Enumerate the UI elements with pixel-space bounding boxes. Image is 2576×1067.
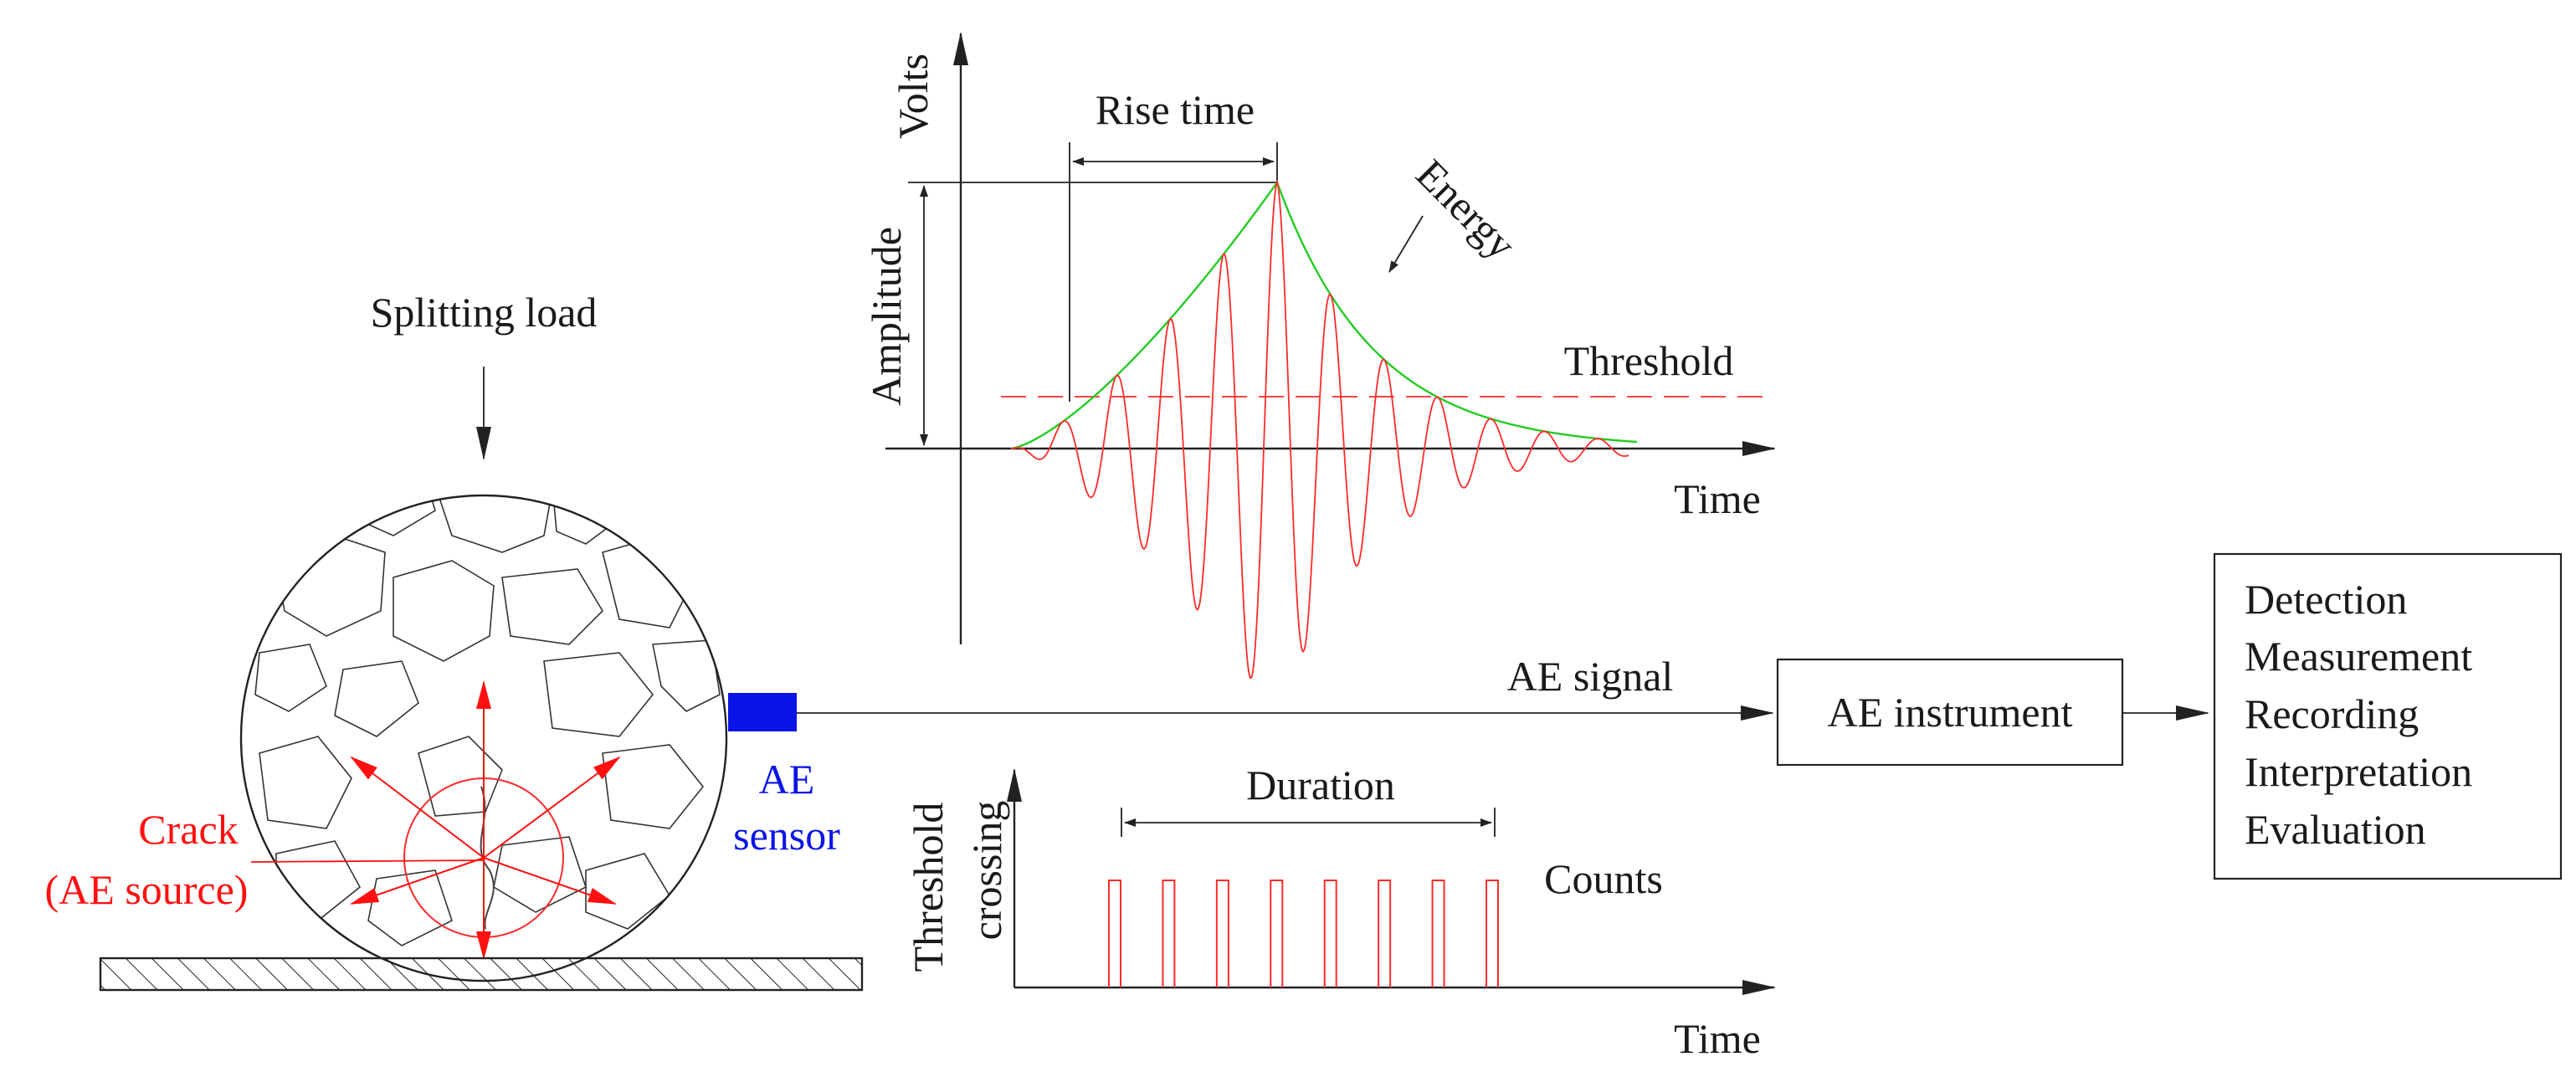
ae-sensor: AE sensor (728, 693, 840, 859)
ae-sensor-block (728, 693, 797, 731)
threshold-crossing-label-sub: crossing (963, 801, 1010, 941)
ae-instrument-label: AE instrument (1827, 689, 2072, 736)
aggregate-grains (254, 495, 721, 946)
function-item: Measurement (2245, 633, 2472, 680)
counts-label: Counts (1544, 855, 1663, 902)
splitting-load-label: Splitting load (371, 289, 598, 336)
count-pulse (1486, 880, 1499, 987)
count-pulse (1162, 880, 1176, 987)
ae-wave-arrows (350, 680, 621, 960)
energy-pointer (1388, 215, 1424, 273)
function-item: Detection (2245, 576, 2407, 623)
crack-label-sub: (AE source) (45, 866, 249, 913)
amplitude-label: Amplitude (863, 227, 910, 406)
count-pulse (1431, 880, 1445, 987)
ae-instrument-box (1776, 658, 2124, 767)
function-list: Detection Measurement Recording Interpre… (2245, 576, 2472, 853)
count-pulse (1215, 880, 1229, 987)
crack-pointer (250, 859, 485, 863)
crack-label: Crack (138, 806, 238, 853)
count-pulse (1378, 880, 1392, 987)
count-pulse (1270, 880, 1284, 987)
specimen: Splitting load (45, 289, 864, 992)
count-pulse (1108, 880, 1121, 987)
energy-envelope (1010, 180, 1638, 450)
count-pulses (1108, 880, 1499, 987)
ae-sensor-label: AE (759, 756, 815, 803)
function-item: Interpretation (2245, 748, 2472, 795)
counts-chart: Threshold crossing Time Duration Counts (905, 762, 1776, 1062)
energy-label: Energy (1407, 150, 1525, 268)
function-box (2213, 552, 2563, 880)
threshold-crossing-label: Threshold (905, 803, 952, 972)
time-label-top: Time (1674, 475, 1761, 522)
function-item: Recording (2245, 690, 2419, 737)
ae-waveform (1010, 179, 1629, 679)
volts-label: Volts (890, 54, 936, 139)
count-pulse (1323, 880, 1337, 987)
threshold-label: Threshold (1564, 337, 1734, 384)
function-item: Evaluation (2245, 806, 2426, 853)
waveform-chart: Volts Time Threshold Amplitude Rise time… (863, 32, 1776, 679)
time-label-bottom: Time (1674, 1015, 1761, 1062)
rise-time-label: Rise time (1096, 86, 1255, 133)
duration-label: Duration (1246, 762, 1395, 808)
crack-line (480, 786, 495, 930)
ae-signal-label: AE signal (1507, 653, 1674, 700)
support-base (99, 957, 864, 992)
ae-sensor-label-sub: sensor (733, 812, 840, 859)
